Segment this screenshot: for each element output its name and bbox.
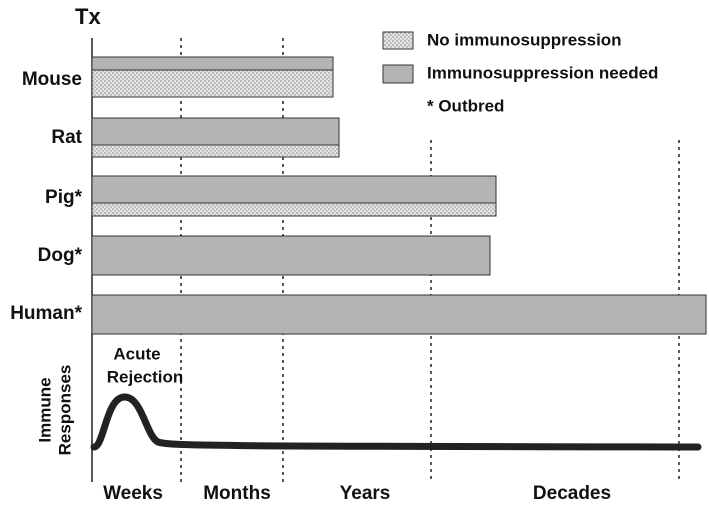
row-label: Pig*: [45, 187, 83, 208]
annotation: Rejection: [107, 367, 184, 386]
bar-no-immunosuppression: [91, 202, 497, 217]
bar-immunosuppression: [91, 117, 340, 146]
bar-immunosuppression: [91, 294, 707, 335]
row-label: Human*: [10, 303, 82, 324]
response-curve: [90, 393, 702, 451]
row-label: Rat: [51, 127, 82, 148]
y-axis-label: Immune: [35, 377, 54, 442]
legend-label: Immunosuppression needed: [427, 63, 658, 82]
bar-immunosuppression: [91, 175, 497, 204]
time-label: Months: [203, 483, 271, 504]
bar-immunosuppression: [91, 56, 334, 71]
annotation: Acute: [113, 344, 160, 363]
bar-immunosuppression: [91, 235, 491, 276]
time-label: Weeks: [103, 483, 163, 504]
y-axis-label: Responses: [55, 365, 74, 456]
title: Tx: [75, 4, 101, 29]
legend-label: No immunosuppression: [427, 30, 622, 49]
row-label: Mouse: [22, 69, 82, 90]
time-label: Years: [340, 483, 391, 504]
row-label: Dog*: [38, 245, 83, 266]
time-label: Decades: [533, 483, 611, 504]
legend-note: * Outbred: [427, 96, 504, 115]
bar-no-immunosuppression: [91, 144, 340, 158]
bar-no-immunosuppression: [91, 69, 334, 98]
legend-swatch: [382, 64, 414, 84]
legend-swatch: [382, 31, 414, 50]
